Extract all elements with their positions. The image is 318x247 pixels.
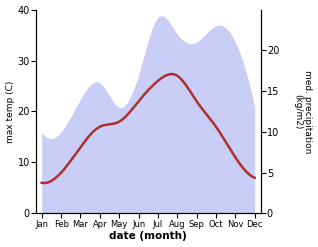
Y-axis label: med. precipitation
(kg/m2): med. precipitation (kg/m2) [293, 70, 313, 153]
Y-axis label: max temp (C): max temp (C) [5, 80, 15, 143]
X-axis label: date (month): date (month) [109, 231, 187, 242]
